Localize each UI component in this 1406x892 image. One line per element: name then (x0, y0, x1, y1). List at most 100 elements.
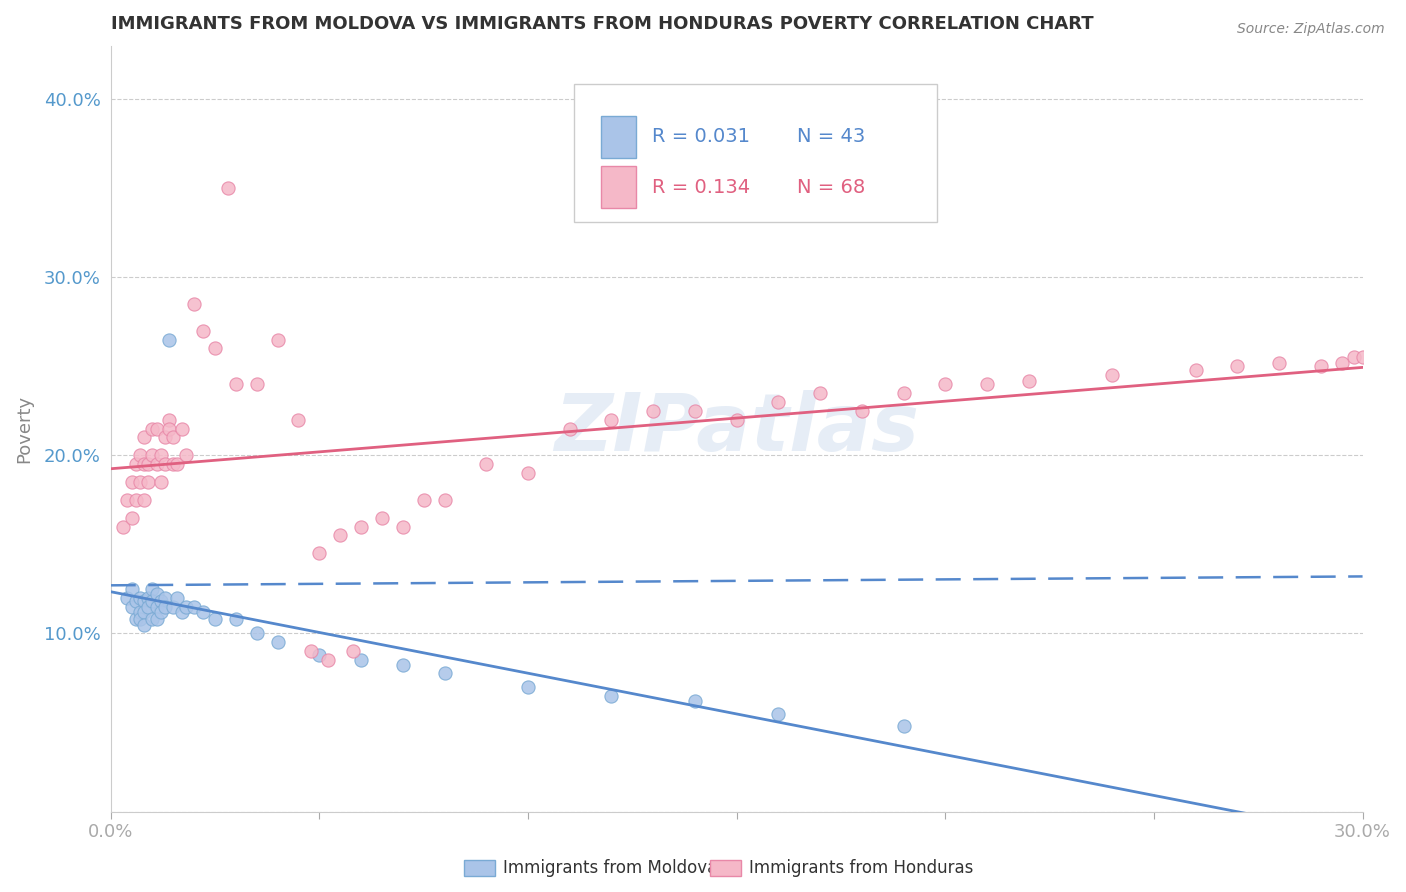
Point (145, 612, 167, 626)
Point (129, 612, 152, 626)
Point (191, 605, 214, 619)
Point (132, 492, 155, 507)
Point (129, 591, 152, 605)
Point (1101, 368, 1123, 383)
Point (725, 412, 748, 426)
Point (166, 457, 188, 471)
Point (132, 430, 155, 444)
Point (683, 694, 706, 708)
Point (1184, 363, 1206, 377)
Point (149, 605, 172, 619)
Point (350, 519, 373, 533)
Point (136, 475, 159, 489)
Point (141, 582, 163, 596)
Point (342, 644, 364, 658)
Point (768, 395, 790, 409)
Point (153, 591, 176, 605)
Text: Source: ZipAtlas.com: Source: ZipAtlas.com (1237, 22, 1385, 37)
Point (166, 591, 188, 605)
Point (643, 404, 665, 418)
Point (308, 648, 330, 662)
Point (225, 612, 247, 626)
Point (121, 510, 143, 524)
Point (934, 377, 956, 392)
Point (141, 612, 163, 626)
Text: R = 0.134: R = 0.134 (651, 178, 749, 197)
Point (246, 377, 269, 392)
Point (600, 689, 623, 703)
Point (121, 582, 143, 596)
Point (141, 448, 163, 462)
Point (132, 617, 155, 632)
Point (141, 421, 163, 435)
Point (976, 377, 998, 392)
Point (217, 181, 239, 195)
Point (149, 448, 172, 462)
Point (157, 412, 180, 426)
Point (266, 333, 288, 347)
Point (145, 599, 167, 614)
Point (129, 448, 152, 462)
Text: Immigrants from Moldova: Immigrants from Moldova (503, 859, 717, 877)
Point (112, 519, 135, 533)
Point (132, 605, 155, 619)
Point (316, 653, 339, 667)
Point (1268, 356, 1291, 370)
Point (125, 492, 148, 507)
Point (170, 605, 193, 619)
Point (191, 324, 214, 338)
Point (121, 599, 143, 614)
Point (683, 404, 706, 418)
Point (517, 466, 540, 480)
Point (1309, 359, 1331, 374)
Point (225, 377, 247, 392)
FancyBboxPatch shape (602, 166, 637, 208)
Point (153, 457, 176, 471)
Point (1018, 374, 1040, 388)
Point (558, 421, 581, 435)
Point (1351, 351, 1374, 365)
Point (136, 457, 159, 471)
Point (893, 719, 915, 733)
Point (1343, 351, 1365, 365)
Point (475, 457, 498, 471)
Point (149, 475, 172, 489)
Point (162, 430, 184, 444)
Point (308, 546, 330, 560)
Point (1330, 356, 1353, 370)
Point (204, 612, 226, 626)
Point (893, 386, 915, 401)
Point (350, 653, 373, 667)
Point (162, 457, 184, 471)
Point (517, 680, 540, 694)
Text: IMMIGRANTS FROM MOLDOVA VS IMMIGRANTS FROM HONDURAS POVERTY CORRELATION CHART: IMMIGRANTS FROM MOLDOVA VS IMMIGRANTS FR… (111, 15, 1094, 33)
Point (412, 492, 434, 507)
Point (149, 594, 172, 608)
Point (125, 612, 148, 626)
Point (157, 421, 180, 435)
Point (433, 492, 456, 507)
Point (174, 448, 197, 462)
Point (433, 665, 456, 680)
Point (183, 297, 205, 311)
Point (125, 594, 148, 608)
Point (162, 599, 184, 614)
Point (170, 421, 193, 435)
Point (145, 421, 167, 435)
Point (808, 386, 831, 401)
Point (125, 457, 148, 471)
Point (157, 333, 180, 347)
Point (768, 706, 790, 721)
Point (136, 599, 159, 614)
Text: N = 68: N = 68 (797, 178, 865, 197)
Point (204, 342, 226, 356)
Point (851, 404, 873, 418)
Point (391, 658, 413, 673)
Text: ZIPatlas: ZIPatlas (554, 390, 920, 467)
Point (136, 591, 159, 605)
Point (600, 412, 623, 426)
Point (117, 591, 139, 605)
Y-axis label: Poverty: Poverty (15, 394, 32, 463)
Point (132, 457, 155, 471)
Point (1226, 359, 1249, 374)
